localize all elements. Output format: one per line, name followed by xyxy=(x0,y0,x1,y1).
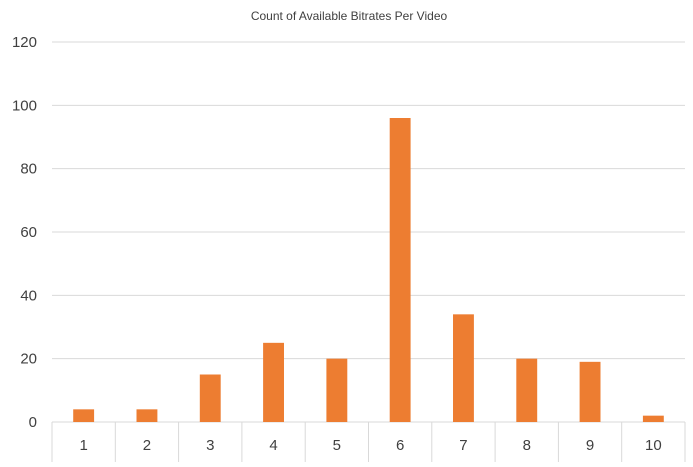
bar-9 xyxy=(579,361,601,422)
bar-1 xyxy=(73,409,95,422)
x-tick-label-5: 5 xyxy=(333,437,341,454)
x-tick-label-9: 9 xyxy=(586,437,594,454)
y-axis-tick-labels: 0 20 40 60 80 100 120 xyxy=(12,34,37,431)
x-tick-label-10: 10 xyxy=(645,437,662,454)
bars xyxy=(73,118,664,422)
bar-2 xyxy=(136,409,158,422)
y-tick-label-0: 0 xyxy=(29,414,37,431)
bar-6 xyxy=(389,118,411,422)
gridlines xyxy=(51,41,686,462)
y-tick-label-20: 20 xyxy=(20,351,37,368)
x-tick-label-7: 7 xyxy=(459,437,467,454)
bar-3 xyxy=(199,374,221,422)
x-tick-label-8: 8 xyxy=(523,437,531,454)
bar-5 xyxy=(326,358,348,422)
x-tick-label-3: 3 xyxy=(206,437,214,454)
bar-10 xyxy=(642,415,664,422)
x-tick-label-1: 1 xyxy=(79,437,87,454)
x-axis-tick-labels: 1 2 3 4 5 6 7 8 9 10 xyxy=(79,437,661,454)
bar-7 xyxy=(453,314,474,422)
x-tick-label-2: 2 xyxy=(143,437,151,454)
y-tick-label-60: 60 xyxy=(20,224,37,241)
y-tick-label-100: 100 xyxy=(12,97,37,114)
bar-8 xyxy=(516,358,538,422)
x-tick-label-4: 4 xyxy=(269,437,277,454)
y-tick-label-120: 120 xyxy=(12,34,37,51)
y-tick-label-40: 40 xyxy=(20,287,37,304)
bar-4 xyxy=(263,342,284,422)
x-tick-label-6: 6 xyxy=(396,437,404,454)
chart-title: Count of Available Bitrates Per Video xyxy=(251,9,448,23)
y-tick-label-80: 80 xyxy=(20,161,37,178)
